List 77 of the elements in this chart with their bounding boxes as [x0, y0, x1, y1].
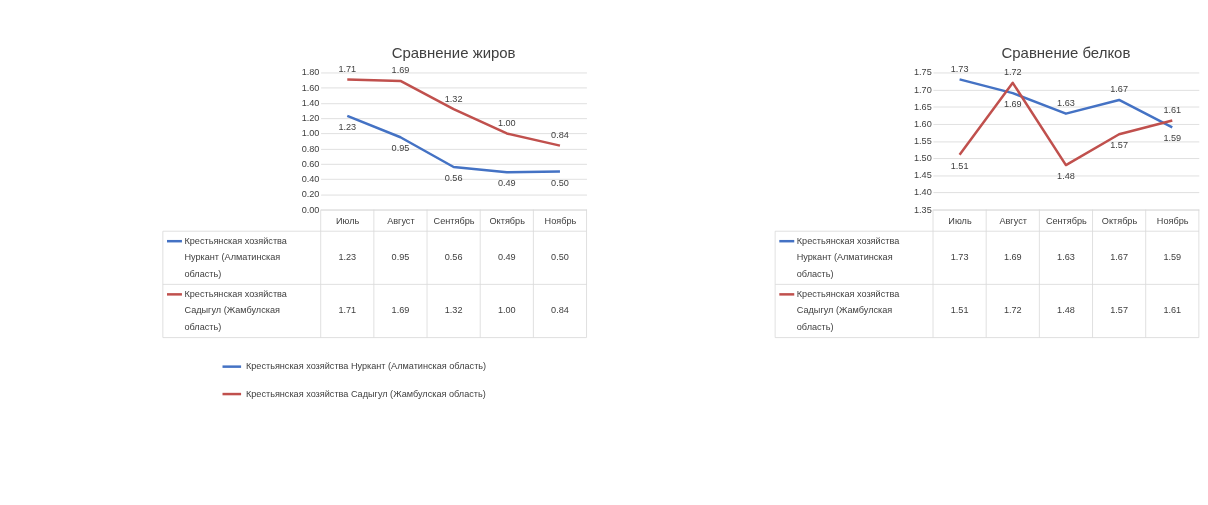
y-tick-label: 1.40 [301, 97, 320, 108]
y-tick-label: 1.60 [913, 118, 932, 129]
y-tick-label: 0.20 [301, 189, 320, 200]
chart-title: Сравнение белков [1001, 43, 1131, 61]
data-label: 1.61 [1163, 305, 1182, 316]
legend-label: Крестьянская хозяйства Нуркант (Алматинская область) [796, 235, 901, 279]
y-tick-label: 1.60 [301, 82, 320, 93]
text: 1.61 [1163, 105, 1182, 116]
y-tick-label: 1.70 [913, 84, 932, 95]
data-label: 1.67 [1110, 252, 1128, 263]
y-tick-label: 1.50 [913, 153, 932, 164]
x-tick-label: Октябрь [1101, 216, 1138, 227]
x-tick-label: Июль [336, 216, 360, 227]
x-tick-label: Август [387, 216, 416, 227]
data-label: 0.50 [551, 252, 569, 263]
y-tick-label: 1.00 [301, 128, 320, 139]
x-tick-label: Июль [948, 216, 972, 227]
x-tick-label: Ноябрь [544, 216, 577, 227]
y-tick-label: 1.65 [913, 101, 932, 112]
legend-label: Крестьянская хозяйства Садыгул (Жамбулская область) [184, 288, 288, 333]
text: 1.51 [950, 160, 969, 171]
text: 1.00 [497, 117, 516, 128]
text: 0.95 [391, 143, 410, 154]
legend-label: Крестьянская хозяйства Нуркант (Алматинская область) [184, 235, 288, 279]
text: 1.48 [1057, 171, 1075, 182]
text: 0.84 [551, 130, 569, 141]
text: Крестьянская хозяйства Нуркант (Алматинская область) [245, 361, 487, 372]
y-tick-label: 1.75 [913, 67, 932, 78]
data-label: 1.71 [338, 305, 357, 316]
data-label: 1.51 [950, 305, 969, 316]
text: 0.49 [497, 178, 516, 189]
text: 1.63 [1057, 98, 1075, 109]
y-tick-label: 0.80 [301, 143, 320, 154]
text: 1.72 [1003, 67, 1022, 78]
text: 1.32 [444, 93, 463, 104]
data-label: 1.69 [391, 305, 410, 316]
y-tick-label: 1.35 [913, 204, 932, 215]
y-tick-label: 1.20 [301, 113, 320, 124]
y-tick-label: 1.45 [913, 170, 932, 181]
text: Крестьянская хозяйства Садыгул (Жамбулская область) [245, 388, 486, 399]
data-label: 1.73 [950, 252, 969, 263]
data-label: 0.49 [497, 252, 516, 263]
data-label: 1.00 [497, 305, 516, 316]
data-label: 1.63 [1057, 252, 1075, 263]
text: 1.67 [1110, 84, 1128, 95]
legend-label: Крестьянская хозяйства Садыгул (Жамбулская область) [796, 288, 901, 333]
data-label: 0.95 [391, 252, 410, 263]
y-tick-label: 1.55 [913, 135, 932, 146]
data-label: 1.57 [1110, 305, 1128, 316]
y-tick-label: 1.40 [913, 187, 932, 198]
data-label: 1.72 [1003, 305, 1022, 316]
data-label: 1.69 [1003, 252, 1022, 263]
text: 0.56 [444, 173, 463, 184]
x-tick-label: Сентябрь [433, 216, 475, 227]
y-tick-label: 0.60 [301, 158, 320, 169]
y-tick-label: 0.40 [301, 174, 320, 185]
text: 0.50 [551, 177, 569, 188]
data-label: 1.48 [1057, 305, 1075, 316]
data-label: 1.59 [1163, 252, 1182, 263]
data-label: 1.23 [338, 252, 357, 263]
chart-title: Сравнение жиров [391, 43, 516, 61]
text: 1.23 [338, 122, 357, 133]
y-tick-label: 1.80 [301, 67, 320, 78]
text: 1.59 [1163, 133, 1182, 144]
x-tick-label: Август [999, 216, 1028, 227]
data-label: 0.84 [551, 305, 569, 316]
x-tick-label: Октябрь [489, 216, 526, 227]
data-label: 0.56 [444, 252, 463, 263]
x-tick-label: Сентябрь [1045, 216, 1088, 227]
text: 1.69 [391, 65, 410, 76]
text: 1.57 [1110, 140, 1128, 151]
data-label: 1.32 [444, 305, 463, 316]
text: 1.73 [950, 63, 969, 74]
text: 1.69 [1003, 99, 1022, 110]
x-tick-label: Ноябрь [1156, 216, 1189, 227]
text: 1.71 [338, 63, 357, 74]
y-tick-label: 0.00 [301, 204, 320, 215]
